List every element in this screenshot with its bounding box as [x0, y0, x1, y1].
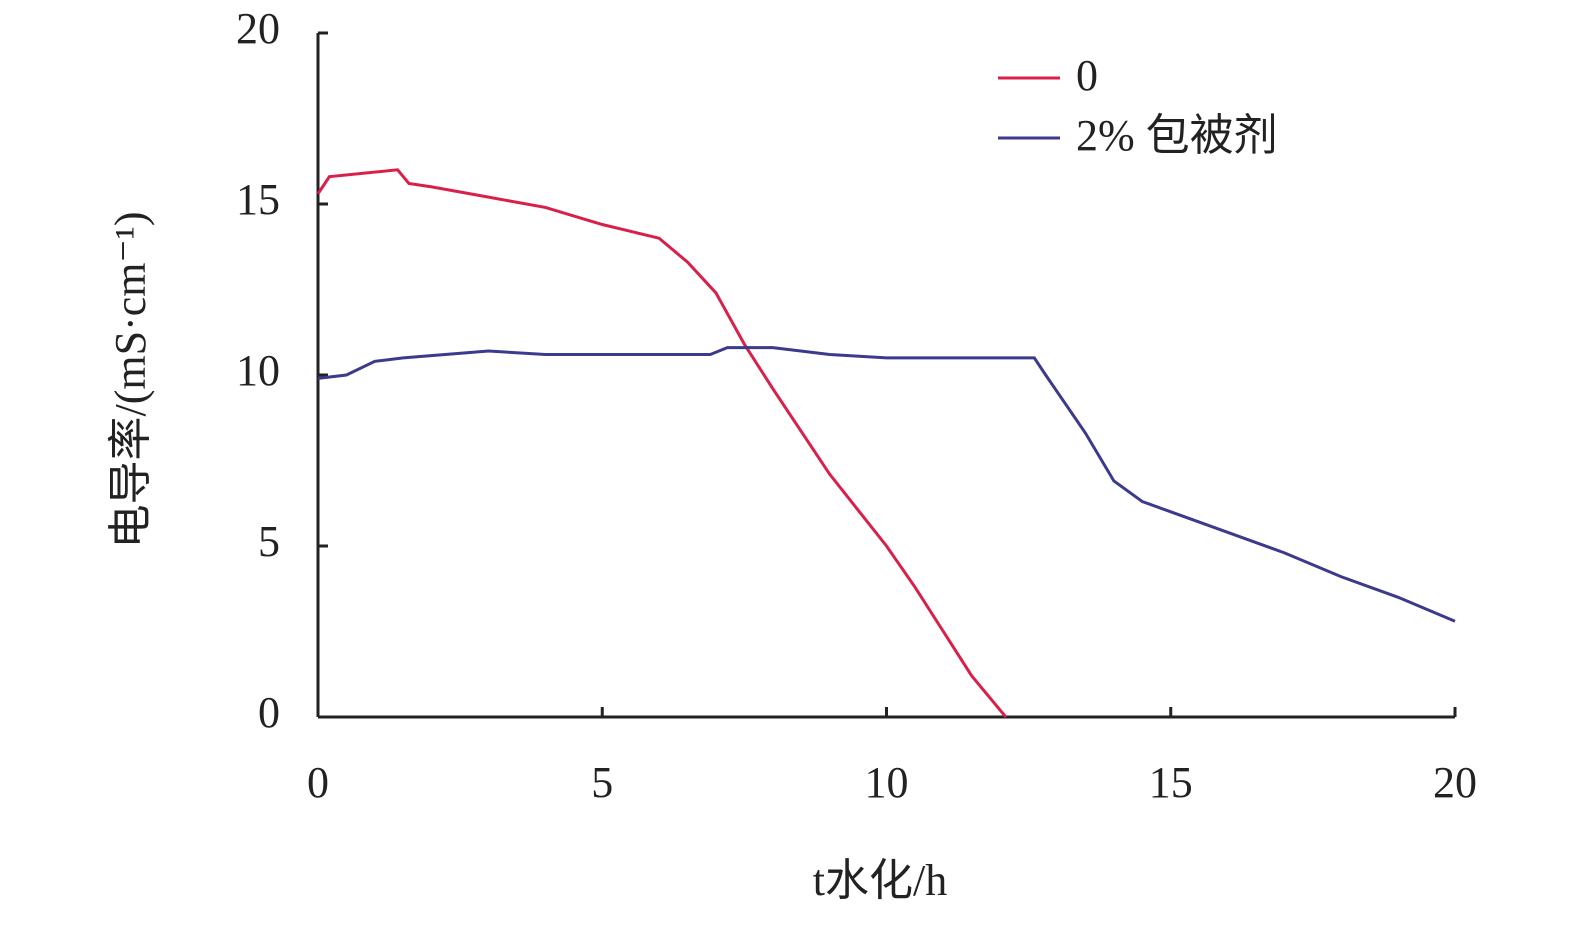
series-line [316, 168, 1008, 718]
y-axis-label: 电导率/(mS·cm⁻¹) [106, 211, 155, 548]
y-tick-label: 5 [258, 517, 280, 566]
y-tick-label: 10 [236, 346, 280, 395]
y-tick-label: 15 [236, 175, 280, 224]
x-axis-label: t水化/h [813, 856, 947, 905]
x-tick-label: 10 [865, 758, 909, 807]
y-tick-label: 0 [258, 688, 280, 737]
legend-label: 0 [1076, 51, 1098, 100]
x-tick-label: 20 [1433, 758, 1477, 807]
x-tick-label: 15 [1149, 758, 1193, 807]
x-tick-label: 0 [307, 758, 329, 807]
legend-label: 2% 包被剂 [1076, 111, 1278, 160]
x-tick-label: 5 [591, 758, 613, 807]
series-line [317, 346, 1456, 623]
y-tick-label: 20 [236, 4, 280, 53]
